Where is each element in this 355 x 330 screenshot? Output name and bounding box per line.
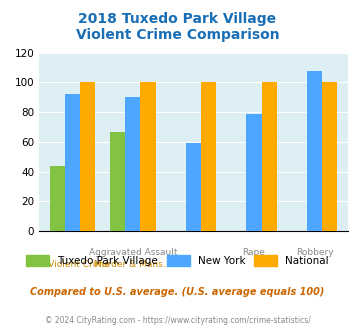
Text: Robbery: Robbery: [296, 248, 333, 257]
Text: All Violent Crime: All Violent Crime: [34, 260, 110, 269]
Text: Aggravated Assault: Aggravated Assault: [89, 248, 177, 257]
Bar: [141, 82, 155, 231]
Text: Murder & Mans...: Murder & Mans...: [94, 260, 171, 269]
Text: © 2024 CityRating.com - https://www.cityrating.com/crime-statistics/: © 2024 CityRating.com - https://www.city…: [45, 315, 310, 325]
Bar: [201, 82, 216, 231]
Bar: [307, 71, 322, 231]
Bar: [65, 94, 80, 231]
Bar: [262, 82, 277, 231]
Text: Rape: Rape: [242, 248, 266, 257]
Text: Compared to U.S. average. (U.S. average equals 100): Compared to U.S. average. (U.S. average …: [30, 287, 325, 297]
Bar: [125, 97, 141, 231]
Bar: [50, 166, 65, 231]
Bar: [246, 114, 262, 231]
Bar: [186, 143, 201, 231]
Bar: [322, 82, 337, 231]
Bar: [110, 131, 125, 231]
Bar: [80, 82, 95, 231]
Text: 2018 Tuxedo Park Village
Violent Crime Comparison: 2018 Tuxedo Park Village Violent Crime C…: [76, 12, 279, 42]
Legend: Tuxedo Park Village, New York, National: Tuxedo Park Village, New York, National: [26, 255, 329, 266]
